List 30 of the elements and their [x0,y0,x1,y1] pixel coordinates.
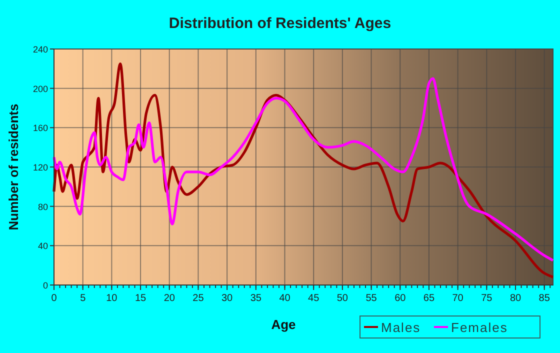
y-tick-label: 40 [38,241,48,252]
y-tick-label: 80 [38,202,48,212]
x-tick-label: 40 [279,293,291,304]
x-tick-label: 35 [250,293,262,304]
x-tick-label: 65 [423,293,435,304]
x-tick-label: 60 [394,293,406,304]
x-tick-label: 50 [336,293,348,304]
legend-label: Males [381,320,421,335]
x-tick-label: 20 [164,293,176,304]
y-tick-label: 240 [32,44,48,54]
x-tick-label: 85 [538,293,550,304]
y-tick-label: 0 [42,280,48,290]
x-tick-label: 55 [366,293,378,304]
y-tick-label: 120 [32,162,48,172]
y-axis-title: Number of residents [6,104,21,230]
x-tick-label: 15 [134,293,147,304]
x-tick-label: 25 [192,293,204,304]
x-tick-label: 30 [222,293,234,304]
x-tick-label: 70 [452,293,464,304]
chart-title: Distribution of Residents' Ages [168,15,392,32]
x-tick-label: 10 [106,293,118,304]
x-axis-title: Age [271,317,296,332]
x-tick-label: 75 [481,293,493,304]
x-tick-label: 80 [510,293,522,304]
y-tick-label: 160 [32,123,48,134]
x-tick-label: 0 [51,293,58,304]
legend-label: Females [451,320,508,335]
x-tick-label: 5 [80,293,86,304]
y-tick-label: 200 [32,84,48,94]
x-tick-label: 45 [308,293,320,304]
